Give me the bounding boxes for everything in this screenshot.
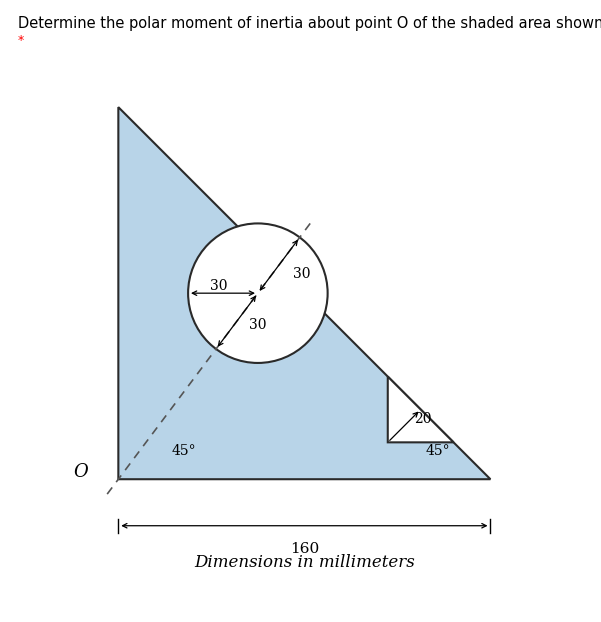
Circle shape — [188, 223, 328, 363]
Text: 30: 30 — [293, 267, 310, 281]
Text: 45°: 45° — [172, 444, 197, 458]
Text: 20: 20 — [414, 412, 432, 426]
Text: *: * — [18, 34, 24, 47]
Text: 45°: 45° — [426, 444, 450, 458]
Polygon shape — [118, 107, 490, 479]
Text: Determine the polar moment of inertia about point O of the shaded area shown.: Determine the polar moment of inertia ab… — [18, 16, 601, 30]
Text: 30: 30 — [249, 318, 266, 332]
Text: O: O — [73, 463, 88, 481]
Text: 30: 30 — [210, 279, 227, 293]
Polygon shape — [388, 376, 454, 442]
Text: 160: 160 — [290, 542, 319, 556]
Text: Dimensions in millimeters: Dimensions in millimeters — [194, 554, 415, 572]
